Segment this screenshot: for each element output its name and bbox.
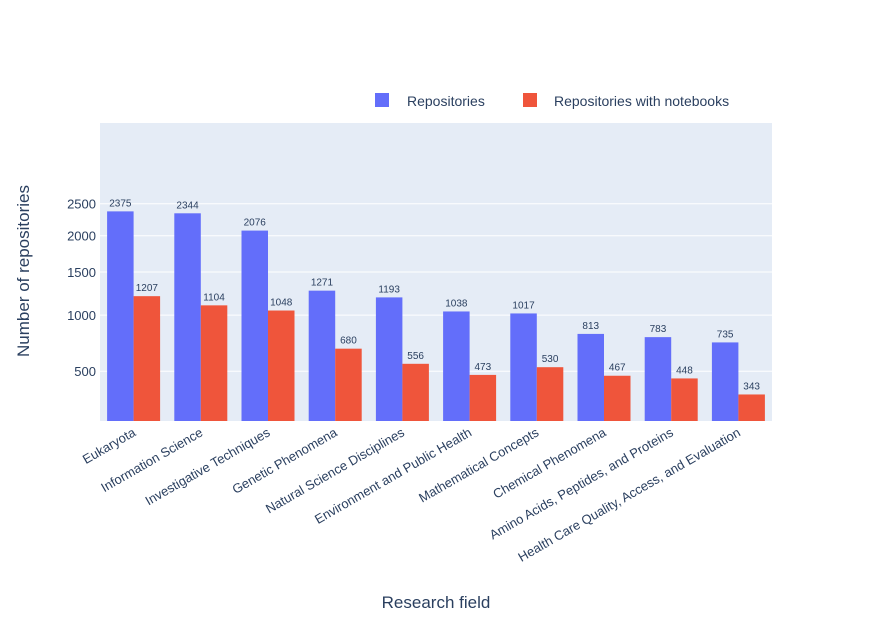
data-label-repositories: 1017 xyxy=(512,300,535,311)
y-tick-label: 1500 xyxy=(67,265,96,280)
bar-repositories-with-notebooks-investigative-techniques xyxy=(268,310,295,421)
data-labels-group: 2375 2344 2076 1271 1193 1038 1017 813 783 735 120… xyxy=(109,198,760,392)
x-tick-label-chemical-phenomena: Chemical Phenomena xyxy=(490,424,609,501)
y-tick-label: 1000 xyxy=(67,308,96,323)
data-label-repositories-with-notebooks: 530 xyxy=(542,354,559,365)
y-axis-ticks: 500 1000 1500 2000 2500 xyxy=(67,197,96,379)
data-label-repositories: 2375 xyxy=(109,198,132,209)
x-tick-label-mathematical-concepts: Mathematical Concepts xyxy=(416,424,542,505)
y-tick-label: 2500 xyxy=(67,197,96,212)
data-label-repositories-with-notebooks: 467 xyxy=(609,363,626,374)
data-label-repositories: 1193 xyxy=(378,284,400,295)
legend: Repositories Repositories with notebooks xyxy=(375,93,729,109)
bar-repositories-mathematical-concepts xyxy=(510,313,537,421)
data-label-repositories: 1271 xyxy=(311,278,334,289)
bar-repositories-genetic-phenomena xyxy=(308,290,336,421)
bar-repositories-with-notebooks-genetic-phenomena xyxy=(335,348,362,421)
data-label-repositories: 735 xyxy=(717,329,734,340)
bar-repositories-with-notebooks-mathematical-concepts xyxy=(536,367,564,421)
data-label-repositories-with-notebooks: 473 xyxy=(475,362,492,373)
data-label-repositories: 2076 xyxy=(244,218,267,229)
y-axis-title: Number of repositories xyxy=(14,185,33,357)
x-tick-label-eukaryota: Eukaryota xyxy=(80,424,139,467)
bar-repositories-with-notebooks-amino-acids-peptides-and-proteins xyxy=(671,378,698,421)
data-label-repositories-with-notebooks: 343 xyxy=(743,381,760,392)
bar-repositories-chemical-phenomena xyxy=(577,333,604,421)
legend-label-repositories: Repositories xyxy=(407,93,485,109)
bars-group xyxy=(107,211,765,421)
bar-repositories-with-notebooks-information-science xyxy=(200,305,228,421)
data-label-repositories: 2344 xyxy=(176,200,199,211)
bar-repositories-natural-science-disciplines xyxy=(375,297,403,421)
bar-repositories-with-notebooks-natural-science-disciplines xyxy=(402,363,429,421)
data-label-repositories: 783 xyxy=(650,324,667,335)
y-tick-label: 500 xyxy=(74,364,96,379)
bar-repositories-health-care-quality-access-and-evaluation xyxy=(711,342,739,421)
legend-swatch-repositories xyxy=(375,93,389,107)
bar-repositories-environment-and-public-health xyxy=(443,311,470,421)
bar-repositories-investigative-techniques xyxy=(241,230,268,421)
bar-repositories-eukaryota xyxy=(107,211,134,421)
data-label-repositories-with-notebooks: 1207 xyxy=(136,283,159,294)
data-label-repositories-with-notebooks: 556 xyxy=(407,351,424,362)
bar-repositories-with-notebooks-eukaryota xyxy=(133,296,161,421)
data-label-repositories-with-notebooks: 448 xyxy=(676,365,693,376)
y-tick-label: 2000 xyxy=(67,229,96,244)
legend-swatch-repositories-with-notebooks xyxy=(523,93,537,107)
legend-label-repositories-with-notebooks: Repositories with notebooks xyxy=(554,93,729,109)
data-label-repositories-with-notebooks: 1104 xyxy=(203,292,225,303)
bar-repositories-with-notebooks-environment-and-public-health xyxy=(469,374,497,421)
data-label-repositories-with-notebooks: 1048 xyxy=(270,298,293,309)
data-label-repositories: 813 xyxy=(582,321,599,332)
data-label-repositories-with-notebooks: 680 xyxy=(340,336,357,347)
x-axis-title: Research field xyxy=(382,593,491,612)
bar-repositories-with-notebooks-health-care-quality-access-and-evaluation xyxy=(738,394,765,421)
bar-repositories-information-science xyxy=(174,213,201,421)
x-tick-label-investigative-techniques: Investigative Techniques xyxy=(143,424,273,508)
bar-repositories-with-notebooks-chemical-phenomena xyxy=(604,375,631,421)
bar-repositories-amino-acids-peptides-and-proteins xyxy=(644,337,672,421)
data-label-repositories: 1038 xyxy=(445,298,468,309)
